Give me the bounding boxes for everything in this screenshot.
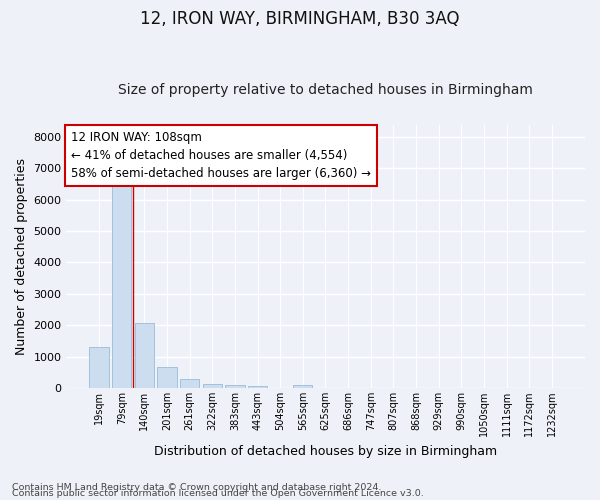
Text: Contains public sector information licensed under the Open Government Licence v3: Contains public sector information licen… — [12, 490, 424, 498]
Bar — [203, 384, 222, 388]
Bar — [248, 386, 267, 388]
Text: 12, IRON WAY, BIRMINGHAM, B30 3AQ: 12, IRON WAY, BIRMINGHAM, B30 3AQ — [140, 10, 460, 28]
Bar — [180, 379, 199, 388]
Bar — [157, 366, 176, 388]
Bar — [135, 322, 154, 388]
Bar — [112, 182, 131, 388]
Bar — [225, 386, 245, 388]
Title: Size of property relative to detached houses in Birmingham: Size of property relative to detached ho… — [118, 83, 533, 97]
Text: 12 IRON WAY: 108sqm
← 41% of detached houses are smaller (4,554)
58% of semi-det: 12 IRON WAY: 108sqm ← 41% of detached ho… — [71, 131, 371, 180]
Bar — [89, 346, 109, 388]
X-axis label: Distribution of detached houses by size in Birmingham: Distribution of detached houses by size … — [154, 444, 497, 458]
Bar — [293, 385, 313, 388]
Text: Contains HM Land Registry data © Crown copyright and database right 2024.: Contains HM Land Registry data © Crown c… — [12, 484, 382, 492]
Y-axis label: Number of detached properties: Number of detached properties — [15, 158, 28, 354]
